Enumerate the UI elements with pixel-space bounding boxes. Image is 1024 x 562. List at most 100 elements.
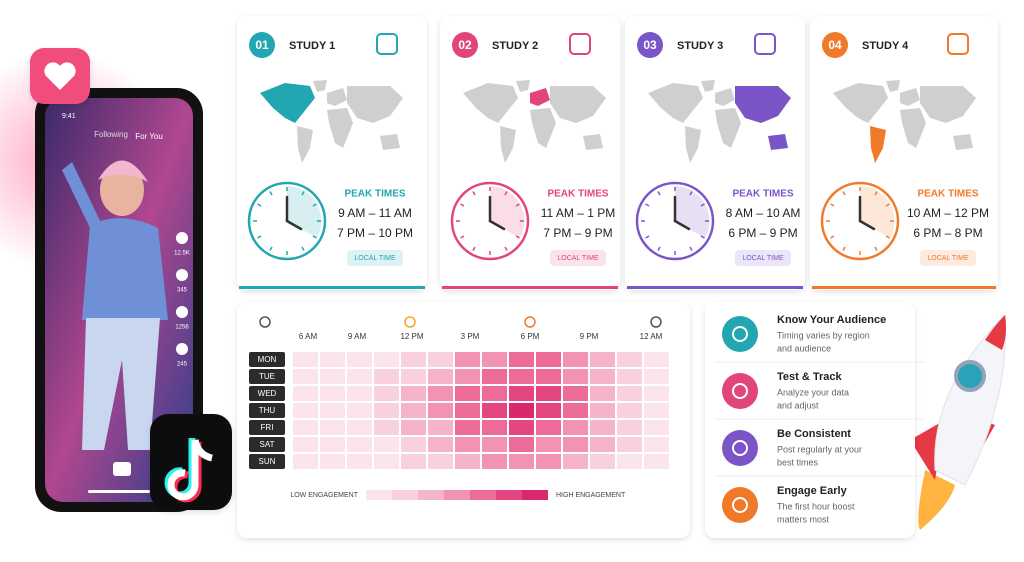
clock-tick xyxy=(885,235,890,239)
heat-cell xyxy=(590,403,615,418)
day-bg xyxy=(249,369,285,384)
heat-cell xyxy=(293,454,318,469)
card-accent xyxy=(812,286,996,289)
continent xyxy=(735,86,791,123)
continent xyxy=(715,108,741,148)
heat-cell xyxy=(320,437,345,452)
action-icon xyxy=(176,269,188,281)
legend-swatch xyxy=(522,490,548,500)
time-label: 12 PM xyxy=(400,332,423,341)
clock-tick xyxy=(269,246,273,251)
tip-icon xyxy=(722,316,758,352)
legend-high: HIGH ENGAGEMENT xyxy=(556,492,626,499)
heatmap-panel: 6 AM 9 AM 12 PM 3 PM 6 PM 9 PM 12 AM MON TUE WED T… xyxy=(237,302,690,538)
heat-cell xyxy=(482,454,507,469)
continent xyxy=(701,80,715,92)
clock-tick xyxy=(312,203,317,207)
continent xyxy=(768,134,788,150)
card-accent xyxy=(627,286,803,289)
world-map xyxy=(463,80,606,163)
time-label: 9 PM xyxy=(580,332,599,341)
heat-cell xyxy=(293,386,318,401)
continent xyxy=(886,80,900,92)
heat-cell xyxy=(374,420,399,435)
clock-tick xyxy=(874,191,878,196)
clock-tick xyxy=(460,203,465,207)
heat-cell xyxy=(401,437,426,452)
heat-cell xyxy=(347,454,372,469)
sweater xyxy=(82,218,168,320)
clock-tick xyxy=(269,191,273,196)
heat-cell xyxy=(482,403,507,418)
continent xyxy=(297,126,313,163)
clock-tick xyxy=(830,235,835,239)
continent xyxy=(327,88,347,106)
tip-icon xyxy=(722,373,758,409)
badge: LOCAL TIME xyxy=(927,255,969,262)
heat-cell xyxy=(563,352,588,367)
status-time: 9:41 xyxy=(62,113,76,120)
study-title: STUDY 2 xyxy=(492,40,538,52)
peak-time: 6 PM – 9 PM xyxy=(728,226,797,240)
heat-cell xyxy=(482,369,507,384)
heat-cell xyxy=(293,403,318,418)
study-card: 01 STUDY 1 PEAK TIMES 9 AM – 11 AM 7 PM – 10… xyxy=(237,16,427,290)
time-label: 6 AM xyxy=(299,332,318,341)
tiktok-logo xyxy=(150,414,232,510)
heat-cell xyxy=(374,386,399,401)
heat-cell xyxy=(644,403,669,418)
heat-cell xyxy=(509,403,534,418)
tips-panel: Know Your Audience Timing varies by regio… xyxy=(705,302,925,538)
day-label: SAT xyxy=(260,440,275,449)
heat-cell xyxy=(536,454,561,469)
count: 12.5K xyxy=(174,251,190,257)
continent xyxy=(463,83,518,123)
heat-cell xyxy=(347,369,372,384)
day-bg xyxy=(249,420,285,435)
tip-icon xyxy=(722,487,758,523)
study-icon xyxy=(754,33,776,55)
tip-title: Be Consistent xyxy=(777,428,851,440)
clock-tick xyxy=(842,191,846,196)
heat-cell xyxy=(509,369,534,384)
peak-time: 11 AM – 1 PM xyxy=(541,206,615,220)
count: 245 xyxy=(177,362,188,368)
study-icon xyxy=(947,33,969,55)
heat-cell xyxy=(536,369,561,384)
window xyxy=(954,360,986,392)
number-badge xyxy=(637,32,663,58)
heat-cell xyxy=(617,437,642,452)
study-icon xyxy=(569,33,591,55)
clock-tick xyxy=(830,203,835,207)
card-accent xyxy=(239,286,425,289)
peak-time: 7 PM – 10 PM xyxy=(337,226,413,240)
heat-cell xyxy=(563,437,588,452)
continent xyxy=(550,86,606,123)
heat-cell xyxy=(428,403,453,418)
clock-tick xyxy=(257,203,262,207)
clock-tick xyxy=(645,235,650,239)
continent xyxy=(920,86,976,123)
nose xyxy=(985,315,1006,350)
heat-cell xyxy=(347,403,372,418)
tip-text: Timing varies by region xyxy=(777,330,870,340)
clock-tick xyxy=(312,235,317,239)
count: 1256 xyxy=(175,325,189,331)
clock-tick xyxy=(504,191,508,196)
heat-cell xyxy=(374,454,399,469)
heat-cell xyxy=(455,386,480,401)
heat-cell xyxy=(320,420,345,435)
heat-cell xyxy=(428,454,453,469)
study-number: 01 xyxy=(255,38,269,52)
heat-cell xyxy=(293,420,318,435)
heat-cell xyxy=(374,369,399,384)
card-accent xyxy=(442,286,618,289)
badge-bg xyxy=(550,250,606,266)
clock-tick xyxy=(874,246,878,251)
study-card: 03 STUDY 3 PEAK TIMES 8 AM – 10 AM 6 PM – 9 … xyxy=(625,16,805,290)
tip-title: Know Your Audience xyxy=(777,314,886,326)
heat-cell xyxy=(644,420,669,435)
heat-cell xyxy=(428,352,453,367)
legend-low: LOW ENGAGEMENT xyxy=(290,492,358,499)
legend-swatch xyxy=(444,490,470,500)
